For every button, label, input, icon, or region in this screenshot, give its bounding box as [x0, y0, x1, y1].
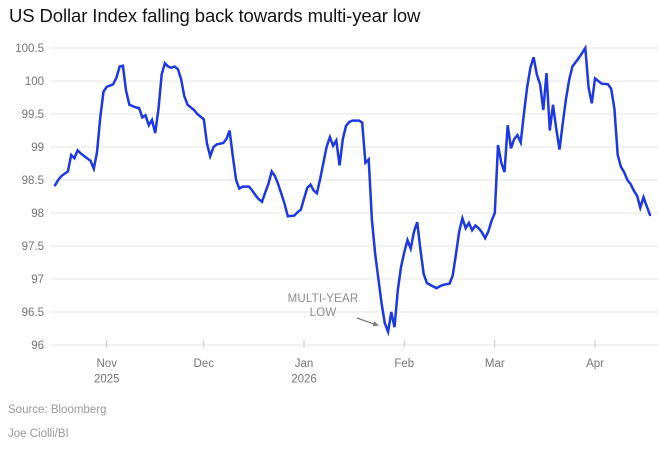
dollar-index-line: [53, 44, 652, 337]
annotation-arrow-icon: [356, 317, 379, 327]
y-axis-label: 97: [31, 274, 44, 286]
x-axis-label: Jan: [295, 358, 314, 370]
y-axis-label: 99: [31, 142, 44, 154]
x-axis-year-label: 2026: [291, 374, 317, 386]
y-axis-label: 98.5: [22, 175, 44, 187]
y-axis-label: 99.5: [22, 109, 44, 121]
x-axis-label: Nov: [97, 358, 118, 370]
multi-year-low-annotation: MULTI-YEAR LOW: [273, 292, 373, 320]
x-axis-label: Mar: [485, 358, 505, 370]
chart-title: US Dollar Index falling back towards mul…: [9, 5, 421, 26]
y-axis-label: 100.5: [15, 43, 44, 55]
annotation-line-2: LOW: [309, 307, 337, 319]
x-axis-year-label: 2025: [94, 374, 120, 386]
y-axis-label: 96.5: [22, 307, 44, 319]
source-credit: Source: Bloomberg: [8, 404, 107, 416]
byline-credit: Joe Ciolli/BI: [8, 428, 69, 440]
y-axis-label: 97.5: [22, 241, 44, 253]
y-axis-label: 100: [25, 76, 44, 88]
y-axis-label: 96: [31, 340, 44, 352]
annotation-line-1: MULTI-YEAR: [287, 293, 359, 305]
x-axis-label: Feb: [394, 358, 414, 370]
y-axis-label: 98: [31, 208, 44, 220]
x-axis-label: Apr: [586, 358, 604, 370]
x-axis-label: Dec: [194, 358, 215, 370]
